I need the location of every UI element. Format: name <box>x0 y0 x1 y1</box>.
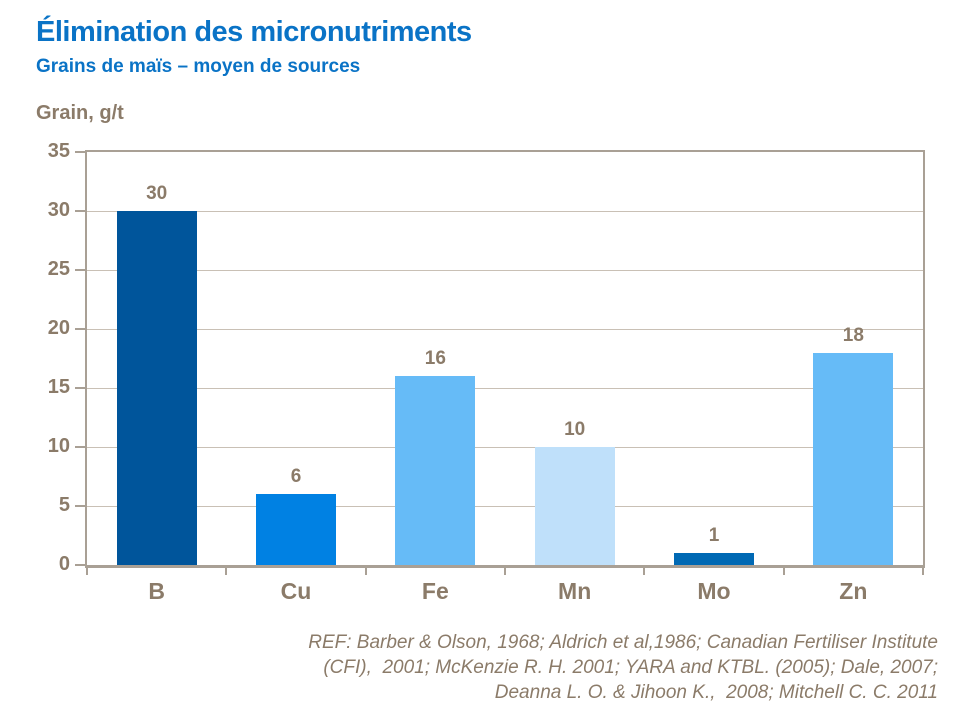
bar-mo <box>674 553 754 565</box>
page-title: Élimination des micronutriments <box>36 16 472 48</box>
y-tick-mark-15 <box>75 387 85 389</box>
reference-text: REF: Barber & Olson, 1968; Aldrich et al… <box>308 630 938 705</box>
reference-line-2: (CFI), 2001; McKenzie R. H. 2001; YARA a… <box>323 657 938 678</box>
y-tick-label-30: 30 <box>47 199 70 221</box>
y-axis-title: Grain, g/t <box>36 102 124 124</box>
y-tick-mark-25 <box>75 269 85 271</box>
x-category-label-fe: Fe <box>421 578 449 604</box>
y-tick-mark-20 <box>75 328 85 330</box>
gridline-5 <box>87 506 923 507</box>
gridline-20 <box>87 329 923 330</box>
page-subtitle: Grains de maïs – moyen de sources <box>36 56 361 77</box>
bar-zn <box>813 352 894 565</box>
y-tick-label-10: 10 <box>47 435 70 457</box>
x-category-label-zn: Zn <box>839 578 868 604</box>
bar-value-label-mo: 1 <box>708 525 720 547</box>
reference-line-3: Deanna L. O. & Jihoon K., 2008; Mitchell… <box>494 682 938 703</box>
x-category-label-mo: Mo <box>697 578 731 604</box>
bar-value-label-fe: 16 <box>424 348 446 370</box>
bar-value-label-mn: 10 <box>564 419 586 440</box>
y-tick-label-20: 20 <box>47 317 70 339</box>
bar-mn <box>534 447 615 565</box>
gridline-25 <box>87 270 923 271</box>
gridline-30 <box>87 211 923 212</box>
y-tick-label-0: 0 <box>58 553 70 575</box>
bar-cu <box>256 494 336 565</box>
x-tick-mark-6 <box>922 568 924 575</box>
x-tick-mark-0 <box>86 568 88 575</box>
x-tick-mark-5 <box>782 568 785 575</box>
gridline-10 <box>87 447 923 448</box>
x-tick-mark-4 <box>643 568 646 575</box>
bar-value-label-zn: 18 <box>842 324 864 346</box>
y-tick-mark-35 <box>75 151 85 153</box>
y-tick-label-15: 15 <box>47 376 70 398</box>
bar-fe <box>395 376 476 565</box>
x-tick-mark-2 <box>364 568 367 575</box>
y-tick-label-35: 35 <box>47 140 70 162</box>
bar-value-label-b: 30 <box>146 183 168 204</box>
bar-b <box>116 211 197 565</box>
x-tick-mark-3 <box>504 568 506 575</box>
gridline-15 <box>87 388 923 389</box>
plot-area: 30 6 16 10 1 18 <box>85 150 925 568</box>
x-category-label-mn: Mn <box>558 578 592 604</box>
y-tick-label-25: 25 <box>47 258 70 280</box>
bar-value-label-cu: 6 <box>290 466 302 488</box>
y-tick-mark-0 <box>75 564 85 566</box>
x-category-label-b: B <box>148 578 165 604</box>
y-tick-mark-5 <box>75 505 85 507</box>
reference-line-1: REF: Barber & Olson, 1968; Aldrich et al… <box>308 632 938 653</box>
x-category-label-cu: Cu <box>280 578 312 604</box>
x-tick-mark-1 <box>225 568 228 575</box>
y-tick-label-5: 5 <box>58 494 70 516</box>
y-tick-mark-10 <box>75 446 85 448</box>
y-tick-mark-30 <box>75 210 85 212</box>
